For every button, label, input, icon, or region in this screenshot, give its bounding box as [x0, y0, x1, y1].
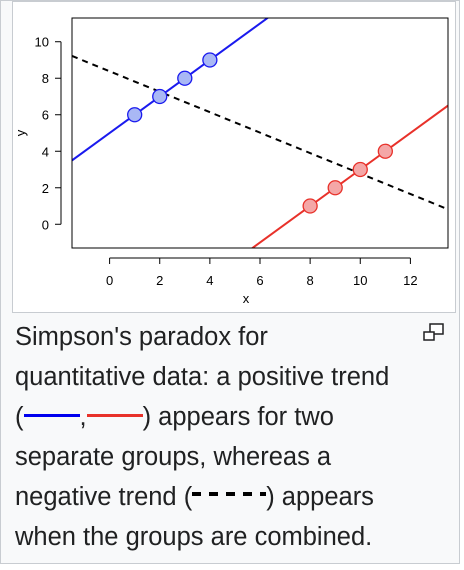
- caption-line-6: when the groups are combined.: [15, 523, 373, 551]
- caption-line-5-end: ) appears: [266, 483, 374, 511]
- y-tick-label: 8: [42, 71, 49, 86]
- y-tick-label: 4: [42, 144, 49, 159]
- x-tick-label: 6: [256, 273, 263, 288]
- x-tick-label: 2: [156, 273, 163, 288]
- caption-line-1: Simpson's paradox for: [15, 323, 268, 351]
- y-tick-label: 6: [42, 108, 49, 123]
- dashed-line-swatch: [192, 492, 267, 497]
- blue-line-swatch: [23, 413, 80, 417]
- data-point-blue-0: [127, 107, 143, 123]
- data-point-red-0: [302, 198, 318, 214]
- data-point-red-1: [327, 180, 343, 196]
- caption-line-4: separate groups, whereas a: [15, 443, 332, 471]
- y-tick-label: 2: [42, 181, 49, 196]
- data-point-blue-3: [202, 52, 218, 68]
- x-tick-label: 8: [307, 273, 314, 288]
- x-tick-label: 0: [106, 273, 113, 288]
- caption-open-paren: (: [15, 403, 24, 431]
- combined-trend-line: [72, 55, 448, 211]
- x-tick-label: 12: [403, 273, 417, 288]
- x-tick-label: 4: [206, 273, 213, 288]
- x-axis-label: x: [243, 291, 250, 306]
- plot-box: [71, 17, 449, 249]
- y-tick-label: 10: [35, 35, 49, 50]
- plot-area: [72, 18, 448, 248]
- data-point-red-3: [377, 143, 393, 159]
- caption-line-5-start: negative trend (: [15, 483, 193, 511]
- trend-line-blue: [72, 18, 270, 162]
- caption-line-2: quantitative data: a positive trend: [15, 363, 390, 391]
- y-axis-label: y: [13, 129, 28, 136]
- y-tick-label: 0: [42, 217, 49, 232]
- data-point-blue-1: [152, 88, 168, 105]
- caption-comma: ,: [79, 403, 87, 431]
- red-line-swatch: [86, 413, 143, 417]
- data-point-blue-2: [177, 70, 193, 86]
- chart-image-frame[interactable]: 0 2 4 6 8 10 12 x 0 2 4 6 8 10 y: [12, 1, 456, 313]
- enlarge-icon[interactable]: [422, 323, 446, 341]
- x-tick-label: 10: [353, 273, 367, 288]
- data-point-red-2: [352, 161, 368, 178]
- figure-caption: Simpson's paradox for quantitative data:…: [15, 317, 425, 557]
- caption-line-3-rest: ) appears for two: [142, 403, 334, 431]
- scatter-chart: 0 2 4 6 8 10 12 x 0 2 4 6 8 10 y: [13, 17, 449, 306]
